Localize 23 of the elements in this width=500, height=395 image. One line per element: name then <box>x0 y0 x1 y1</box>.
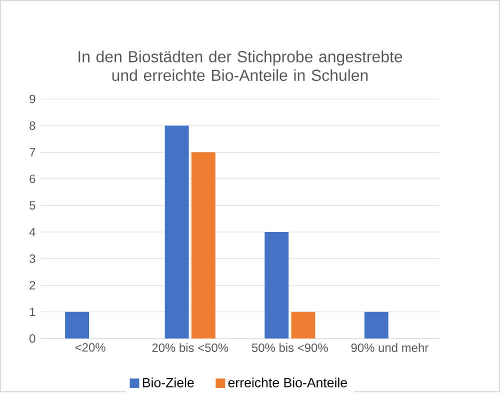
legend-label: Bio-Ziele <box>142 378 194 388</box>
y-tick-label: 6 <box>30 174 36 184</box>
x-tick-label: 50% bis <90% <box>252 343 328 352</box>
bar <box>191 152 216 339</box>
y-tick-label: 8 <box>30 122 36 130</box>
legend-label: erreichte Bio-Anteile <box>228 378 347 388</box>
y-tick-label: 7 <box>30 148 36 157</box>
bar <box>364 312 388 339</box>
bar <box>264 232 289 339</box>
y-tick-label: 4 <box>29 228 36 236</box>
y-tick-label: 3 <box>30 254 36 264</box>
bar <box>65 312 90 339</box>
chart-title: In den Biostädten der Stichprobe angestrebte und erreichte Bio-Anteile in Schulen <box>78 50 402 82</box>
bar <box>164 126 189 339</box>
y-tick-label: 2 <box>30 281 36 290</box>
x-tick-label: 20% bis <50% <box>152 343 228 352</box>
y-tick-label: 5 <box>30 201 36 210</box>
y-tick-label: 9 <box>30 94 36 104</box>
x-tick-label: 90% und mehr <box>351 343 428 352</box>
bar <box>291 312 316 339</box>
y-tick-label: 0 <box>30 334 36 343</box>
y-tick-label: 1 <box>30 308 36 316</box>
x-tick-label: <20% <box>75 343 106 352</box>
